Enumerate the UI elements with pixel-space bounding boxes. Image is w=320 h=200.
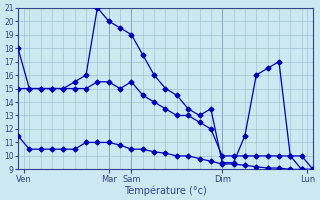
X-axis label: Température (°c): Température (°c)	[124, 185, 207, 196]
